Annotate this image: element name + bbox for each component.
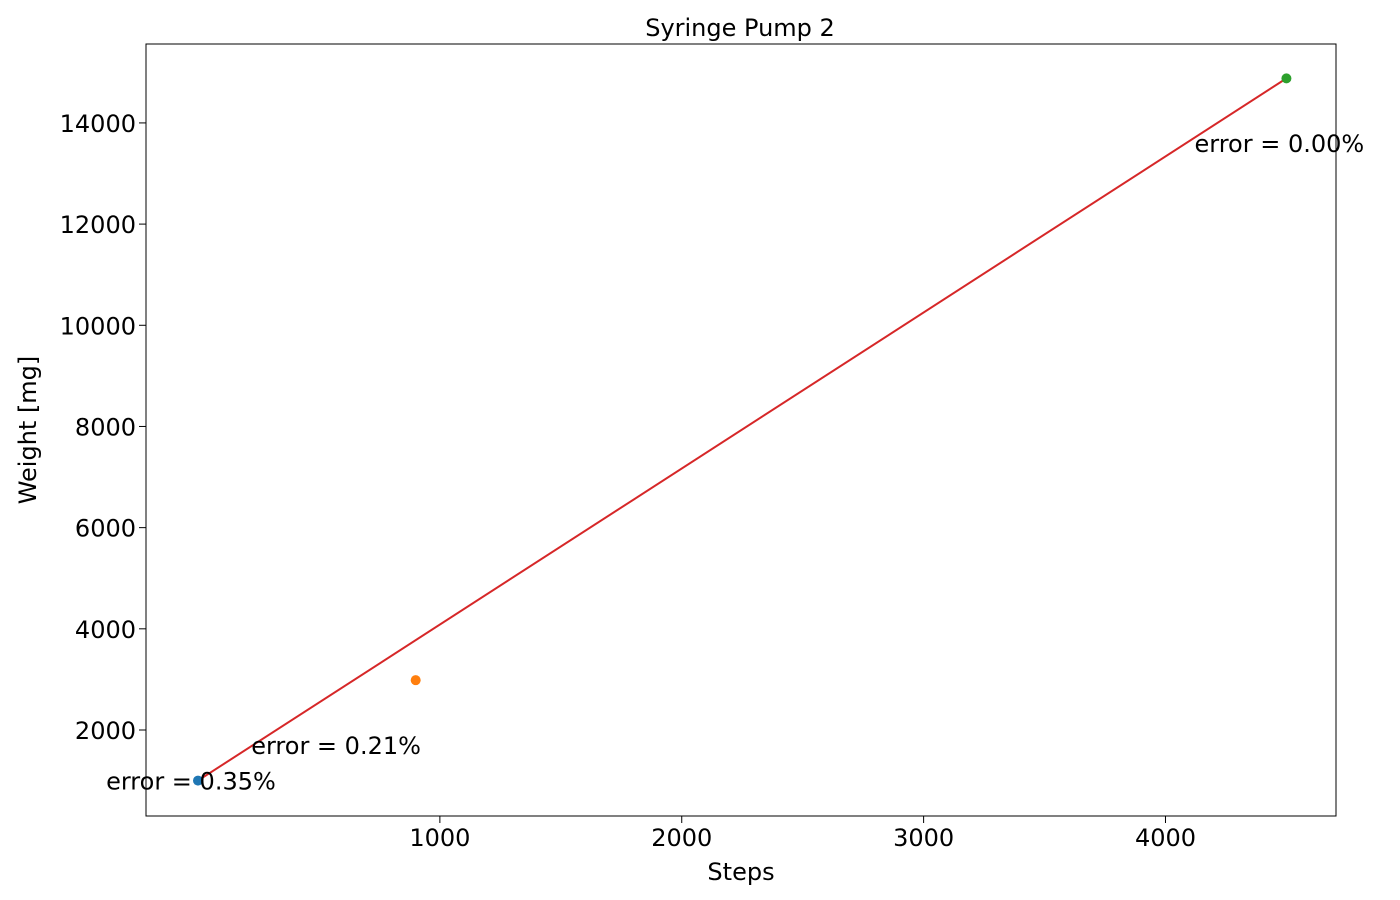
y-axis-label: Weight [mg] bbox=[14, 356, 42, 505]
y-tick-label: 8000 bbox=[75, 413, 136, 441]
error-annotation: error = 0.21% bbox=[251, 732, 421, 760]
x-tick-label: 4000 bbox=[1135, 824, 1196, 852]
x-tick-label: 3000 bbox=[893, 824, 954, 852]
y-tick-label: 10000 bbox=[60, 312, 136, 340]
x-tick-label: 2000 bbox=[651, 824, 712, 852]
y-tick-label: 4000 bbox=[75, 616, 136, 644]
y-tick-label: 14000 bbox=[60, 110, 136, 138]
error-annotation: error = 0.00% bbox=[1195, 130, 1365, 158]
y-tick-label: 6000 bbox=[75, 515, 136, 543]
error-annotation: error = 0.35% bbox=[106, 768, 276, 796]
fit-line bbox=[197, 77, 1287, 782]
plot-area bbox=[193, 73, 1292, 786]
data-point bbox=[193, 775, 204, 786]
chart-title: Syringe Pump 2 bbox=[645, 14, 835, 42]
data-point bbox=[1281, 73, 1292, 84]
plot-frame bbox=[145, 43, 1337, 817]
x-axis-label: Steps bbox=[707, 858, 774, 886]
x-tick-label: 1000 bbox=[409, 824, 470, 852]
y-tick-label: 2000 bbox=[75, 717, 136, 745]
data-point bbox=[410, 675, 421, 686]
y-tick-label: 12000 bbox=[60, 211, 136, 239]
